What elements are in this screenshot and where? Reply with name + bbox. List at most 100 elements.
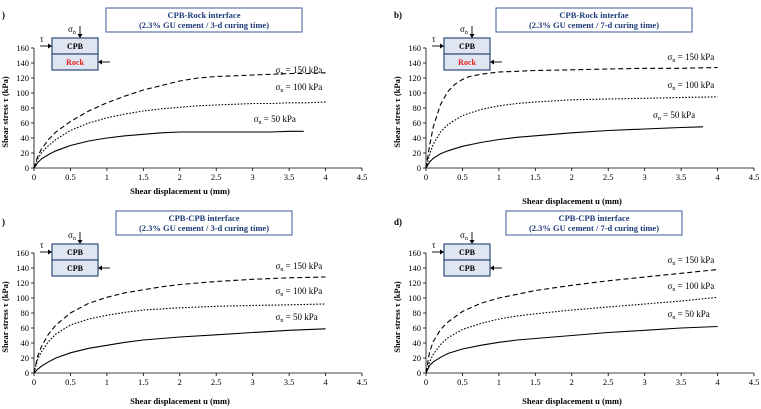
series-label: σn = 50 kPa — [276, 312, 318, 324]
series-label: σn = 150 kPa — [276, 65, 323, 77]
x-tick-label: 4.5 — [749, 377, 760, 387]
sigma-subscript: n — [465, 30, 468, 36]
arrow-head — [48, 249, 52, 255]
series-label: σn = 100 kPa — [276, 82, 323, 94]
arrow-head — [490, 59, 494, 65]
x-tick-label: 0.5 — [65, 172, 76, 182]
x-tick-label: 3 — [251, 172, 255, 182]
series-label-value: = 100 kPa — [675, 80, 714, 90]
series-label-sub: n — [672, 58, 675, 64]
y-tick-label: 100 — [408, 293, 421, 303]
title-box — [495, 7, 693, 33]
x-tick-label: 1 — [497, 377, 501, 387]
y-tick-label: 120 — [408, 73, 421, 83]
x-tick-label: 4.5 — [357, 377, 368, 387]
series-line-1 — [425, 66, 718, 169]
series-line-2 — [425, 296, 718, 374]
series-label: σn = 50 kPa — [668, 309, 710, 321]
title-box — [115, 210, 293, 236]
arrow-head — [440, 43, 444, 49]
sigma-symbol: σn — [460, 24, 468, 36]
series-line-3 — [33, 328, 326, 374]
sigma-symbol: σn — [68, 24, 76, 36]
y-axis-label: Shear stress τ (kPa) — [0, 76, 10, 148]
series-label: σn = 150 kPa — [276, 261, 323, 273]
series-line-2 — [425, 96, 718, 169]
series-line-2 — [33, 303, 326, 374]
interface-schematic: CPB CPB σn τ — [40, 230, 110, 277]
arrow-head — [469, 240, 475, 244]
y-tick-label: 80 — [413, 103, 422, 113]
sigma-subscript: n — [73, 30, 76, 36]
series-line-3 — [33, 130, 304, 169]
title-box — [105, 7, 303, 33]
y-axis-label: Shear stress τ (kPa) — [0, 281, 10, 353]
x-axis-label: Shear displacement u (mm) — [522, 196, 622, 206]
y-tick-label: 140 — [408, 58, 421, 68]
interface-schematic: CPB Rock σn τ — [432, 24, 502, 71]
series-label-value: = 100 kPa — [283, 82, 322, 92]
series-label-sigma: σ — [668, 309, 673, 319]
x-axis-label: Shear displacement u (mm) — [130, 396, 230, 406]
title-line: CPB-CPB interface — [558, 213, 629, 223]
title-line: (2.3% GU cement / 7-d curing time) — [529, 20, 659, 30]
y-tick-label: 60 — [21, 118, 30, 128]
y-tick-label: 20 — [21, 353, 30, 363]
series-label-sigma: σ — [276, 286, 281, 296]
y-tick-label: 60 — [21, 323, 30, 333]
tau-symbol: τ — [432, 34, 436, 44]
y-tick-label: 120 — [16, 73, 29, 83]
y-tick-label: 160 — [16, 248, 29, 258]
series-label-sub: n — [672, 86, 675, 92]
series-label-sigma: σ — [668, 80, 673, 90]
sigma-subscript: n — [73, 236, 76, 242]
series-label-sigma: σ — [668, 281, 673, 291]
y-tick-label: 40 — [413, 338, 422, 348]
series-line-2 — [33, 101, 326, 169]
arrow-head — [77, 34, 83, 38]
x-tick-label: 2.5 — [603, 172, 614, 182]
y-tick-label: 100 — [16, 293, 29, 303]
x-tick-label: 0 — [32, 172, 36, 182]
panel-label: ) — [2, 10, 5, 20]
y-tick-label: 40 — [21, 133, 30, 143]
series-label-sub: n — [672, 261, 675, 267]
x-tick-label: 1.5 — [138, 172, 149, 182]
panel-label: ) — [2, 217, 5, 227]
panel-label: b) — [394, 10, 402, 20]
series-label-sub: n — [280, 267, 283, 273]
y-axis-label: Shear stress τ (kPa) — [392, 281, 402, 353]
x-tick-label: 3.5 — [676, 377, 687, 387]
x-tick-label: 2 — [570, 172, 574, 182]
y-tick-label: 80 — [21, 103, 30, 113]
series-label-sigma: σ — [653, 110, 658, 120]
y-tick-label: 0 — [417, 368, 421, 378]
x-tick-label: 1 — [497, 172, 501, 182]
arrow-head — [490, 265, 494, 271]
x-tick-label: 1 — [105, 377, 109, 387]
series-line-1 — [33, 276, 326, 374]
series-label-sigma: σ — [276, 312, 281, 322]
chart-panel-3: 0 0.5 1 1.5 2 2.5 3 3.5 4 4.5 0 20 40 60 80 100 120 140 16… — [0, 210, 368, 406]
x-tick-label: 4 — [323, 172, 328, 182]
arrow-head — [440, 249, 444, 255]
x-tick-label: 2 — [570, 377, 574, 387]
upper-block-label: CPB — [459, 42, 476, 51]
y-tick-label: 80 — [413, 308, 422, 318]
series-label-value: = 100 kPa — [675, 281, 714, 291]
series-label: σn = 50 kPa — [254, 114, 296, 126]
x-tick-label: 4.5 — [357, 172, 368, 182]
chart-title: CPB-Rock interface(2.3% GU cement / 3-d … — [105, 7, 303, 33]
interface-schematic: CPB Rock σn τ — [40, 24, 110, 71]
x-axis-label: Shear displacement u (mm) — [522, 396, 622, 406]
chart-panel-2: 0 0.5 1 1.5 2 2.5 3 3.5 4 4.5 0 20 40 60 80 100 120 140 16… — [392, 7, 759, 206]
series-label: σn = 100 kPa — [668, 80, 715, 92]
series-label-value: = 100 kPa — [283, 286, 322, 296]
arrow-head — [48, 43, 52, 49]
lower-block-label: Rock — [66, 58, 84, 67]
y-tick-label: 0 — [25, 163, 29, 173]
series-line-1 — [425, 268, 718, 374]
title-line: (2.3% GU cement / 7-d curing time) — [529, 223, 659, 233]
title-line: (2.3% GU cement / 3-d curing time) — [139, 20, 269, 30]
series-label-value: = 150 kPa — [283, 261, 322, 271]
